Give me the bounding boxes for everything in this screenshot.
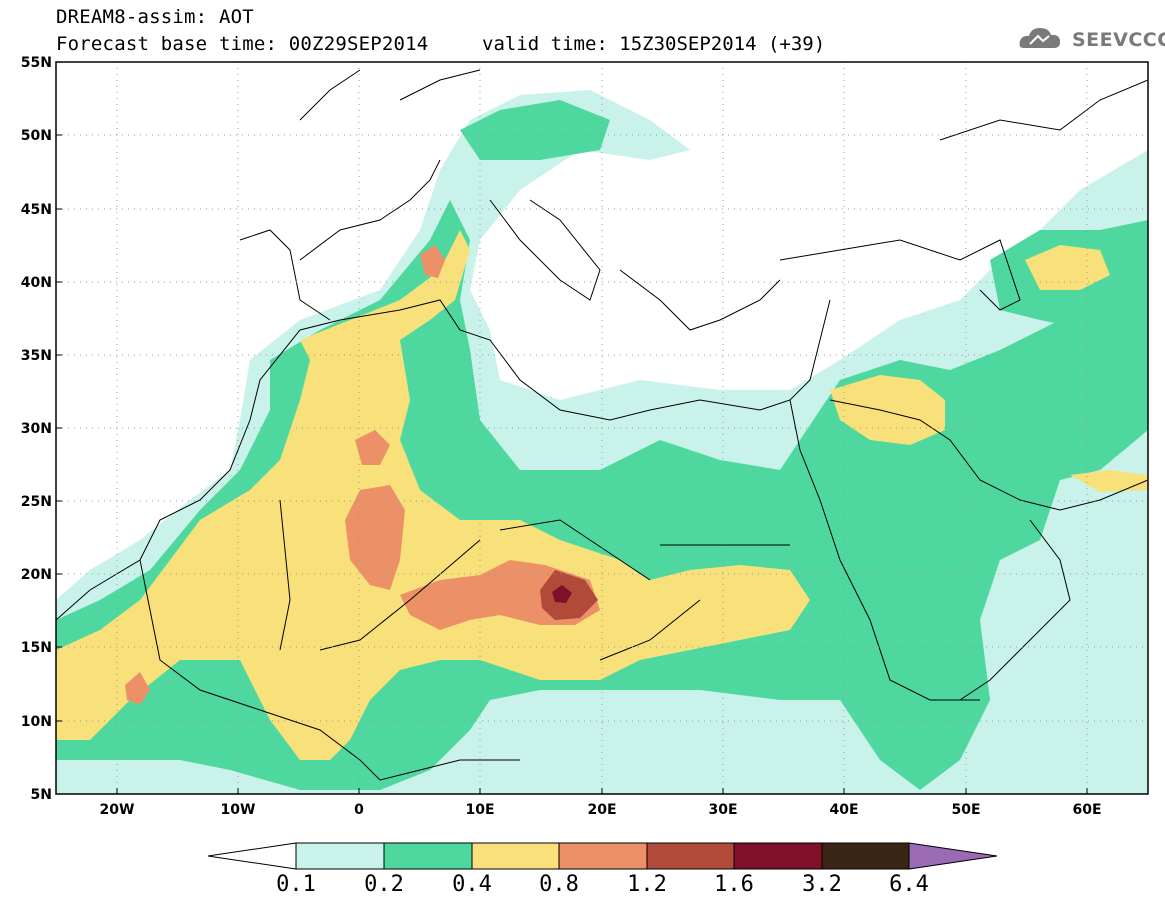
coastlines — [56, 69, 1148, 781]
aot-level-0-4-arabia — [830, 375, 945, 445]
colorbar-swatch — [295, 842, 385, 870]
colorbar-label: 0.8 — [539, 872, 579, 897]
colorbar-label: 1.2 — [627, 872, 667, 897]
aot-level-0-4-caspian — [1025, 245, 1110, 290]
colorbar-swatch — [383, 842, 473, 870]
aot-level-0-8-west — [125, 672, 150, 705]
forecast-base-time: Forecast base time: 00Z29SEP2014 — [56, 33, 429, 55]
colorbar: 0.1 0.2 0.4 0.8 1.2 1.6 3.2 6.4 — [207, 842, 998, 897]
colorbar-label: 0.1 — [276, 872, 316, 897]
lat-label: 25N — [21, 494, 52, 510]
lon-label: 0 — [354, 802, 364, 818]
aot-level-0-8-atlas — [355, 430, 390, 465]
lat-label: 10N — [21, 714, 52, 730]
cloud-logo-icon — [1019, 28, 1060, 48]
lon-label: 50E — [951, 802, 980, 818]
aot-level-0-4-gulf — [1070, 470, 1148, 492]
lat-label: 35N — [21, 348, 52, 364]
lon-label: 40E — [829, 802, 858, 818]
colorbar-label: 1.6 — [714, 872, 754, 897]
lon-label: 10W — [221, 802, 256, 818]
lat-label: 55N — [21, 55, 52, 71]
latitude-labels: 55N 50N 45N 40N 35N 30N 25N 20N 15N 10N … — [21, 55, 52, 803]
map-title: DREAM8-assim: AOT — [56, 6, 254, 28]
lat-label: 30N — [21, 421, 52, 437]
colorbar-swatch — [471, 842, 560, 870]
colorbar-swatch — [558, 842, 648, 870]
longitude-labels: 20W 10W 0 10E 20E 30E 40E 50E 60E — [100, 802, 1102, 818]
colorbar-swatch — [646, 842, 735, 870]
lat-label: 45N — [21, 202, 52, 218]
colorbar-swatch — [733, 842, 823, 870]
aot-level-0-2-north — [460, 100, 610, 160]
aot-level-1-6 — [552, 585, 572, 603]
lat-label: 40N — [21, 275, 52, 291]
lat-label: 20N — [21, 567, 52, 583]
axis-ticks — [56, 61, 1088, 795]
lon-label: 10E — [465, 802, 494, 818]
grid-lines — [56, 62, 1148, 794]
colorbar-label: 6.4 — [889, 872, 929, 897]
valid-time: valid time: 15Z30SEP2014 (+39) — [482, 33, 826, 55]
lon-label: 60E — [1072, 802, 1101, 818]
aot-level-0-8 — [345, 485, 405, 590]
lat-label: 50N — [21, 128, 52, 144]
seevccc-logo: SEEVCCC — [1072, 29, 1165, 51]
colorbar-label: 0.2 — [364, 872, 404, 897]
lon-label: 20W — [100, 802, 135, 818]
lon-label: 20E — [587, 802, 616, 818]
lat-label: 5N — [31, 787, 52, 803]
colorbar-label: 3.2 — [802, 872, 842, 897]
aot-level-0-8-corsica — [420, 245, 445, 278]
colorbar-label: 0.4 — [452, 872, 492, 897]
lon-label: 30E — [708, 802, 737, 818]
aot-level-0-4 — [56, 230, 810, 760]
colorbar-high-arrow — [908, 842, 998, 870]
colorbar-low-arrow — [207, 842, 297, 870]
lat-label: 15N — [21, 640, 52, 656]
colorbar-swatch — [821, 842, 910, 870]
